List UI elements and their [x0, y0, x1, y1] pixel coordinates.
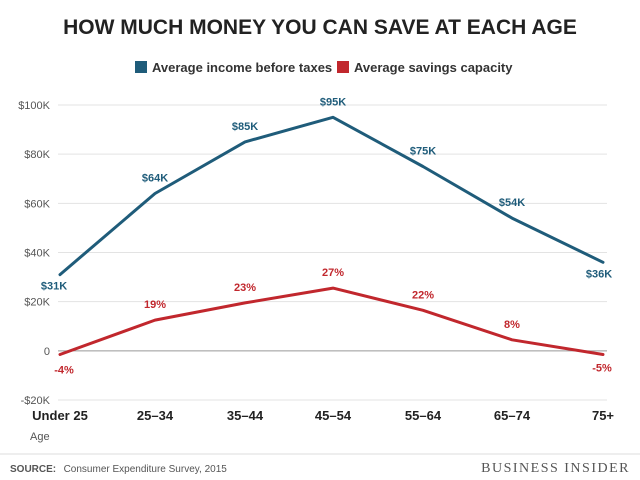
- x-tick-label: Under 25: [32, 408, 88, 423]
- savings-data-label: -5%: [592, 363, 612, 375]
- savings-data-label: 27%: [322, 267, 344, 279]
- income-data-label: $31K: [41, 281, 67, 293]
- savings-line: [58, 286, 605, 356]
- y-tick-label: $40K: [24, 248, 50, 260]
- income-data-label: $54K: [499, 197, 525, 209]
- legend-label-income: Average income before taxes: [152, 60, 332, 75]
- x-tick-label: 35–44: [227, 408, 264, 423]
- x-tick-label: 75+: [592, 408, 614, 423]
- x-tick-label: 45–54: [315, 408, 352, 423]
- legend-swatch-income: [135, 61, 147, 73]
- income-data-label: $64K: [142, 173, 168, 185]
- y-tick-label: -$20K: [21, 395, 51, 407]
- source-text: Consumer Expenditure Survey, 2015: [64, 464, 228, 475]
- chart-title: HOW MUCH MONEY YOU CAN SAVE AT EACH AGE: [63, 16, 577, 39]
- footer-source: SOURCE: Consumer Expenditure Survey, 201…: [10, 459, 227, 476]
- savings-data-label: 22%: [412, 289, 434, 301]
- y-tick-label: $100K: [18, 100, 50, 112]
- source-label: SOURCE:: [10, 464, 56, 475]
- savings-data-label: -4%: [54, 365, 74, 377]
- income-data-label: $95K: [320, 96, 346, 108]
- income-data-label: $85K: [232, 121, 258, 133]
- income-data-label: $36K: [586, 268, 612, 280]
- y-tick-label: $60K: [24, 198, 50, 210]
- income-line: [58, 115, 605, 277]
- legend-label-savings: Average savings capacity: [354, 60, 513, 75]
- x-tick-label: 25–34: [137, 408, 174, 423]
- x-axis-title: Age: [30, 431, 50, 443]
- x-axis-ticks: Under 25 25–34 35–44 45–54 55–64 65–74 75+: [32, 408, 614, 423]
- legend: Average income before taxes Average savi…: [135, 60, 513, 75]
- savings-data-label: 8%: [504, 319, 520, 331]
- y-axis-ticks: -$20K 0 $20K $40K $60K $80K $100K: [18, 100, 50, 407]
- savings-data-label: 23%: [234, 282, 256, 294]
- y-tick-label: $20K: [24, 297, 50, 309]
- x-tick-label: 55–64: [405, 408, 442, 423]
- legend-swatch-savings: [337, 61, 349, 73]
- y-tick-label: 0: [44, 346, 50, 358]
- y-tick-label: $80K: [24, 149, 50, 161]
- x-tick-label: 65–74: [494, 408, 531, 423]
- data-labels: $31K $64K $85K $95K $75K $54K $36K -4% 19% 23% 27%…: [41, 96, 612, 376]
- income-data-label: $75K: [410, 145, 436, 157]
- brand-logo: BUSINESS INSIDER: [481, 461, 630, 476]
- savings-data-label: 19%: [144, 299, 166, 311]
- series-lines: [58, 115, 605, 356]
- gridlines: [58, 104, 607, 401]
